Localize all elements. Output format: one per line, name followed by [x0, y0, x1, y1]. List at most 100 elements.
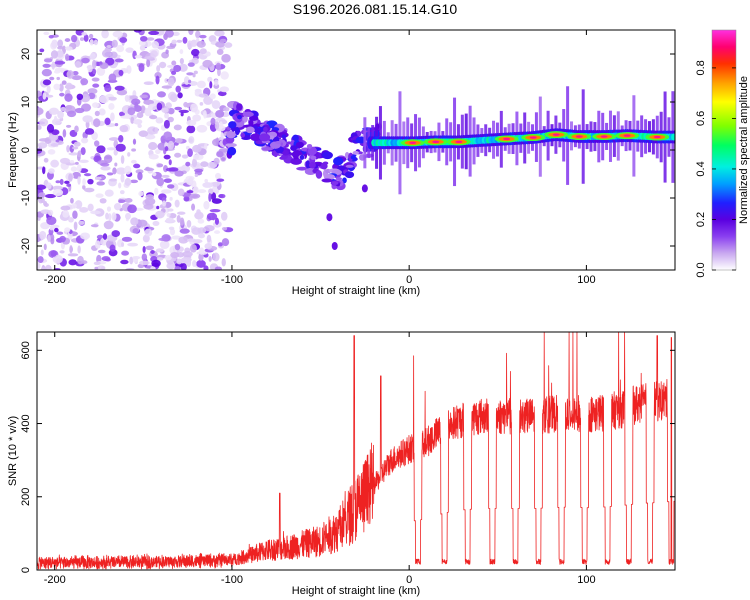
noise-cell [59, 250, 65, 254]
noise-cell [186, 220, 192, 228]
noise-cell [62, 210, 70, 218]
ridge-cell [234, 126, 240, 136]
noise-cell [111, 39, 118, 48]
noise-cell [219, 121, 223, 130]
noise-cell [53, 70, 61, 74]
noise-cell [66, 183, 72, 187]
noise-cell [54, 227, 59, 233]
ridge-cell [286, 141, 292, 145]
noise-cell [167, 184, 175, 189]
noise-cell [138, 191, 144, 197]
noise-cell [140, 105, 146, 114]
noise-cell [69, 144, 75, 153]
noise-cell [137, 219, 148, 227]
ridge-cell [344, 171, 355, 179]
spectrogram-x-tick-label: 100 [577, 274, 595, 286]
noise-cell [55, 180, 61, 184]
noise-cell [89, 52, 96, 60]
noise-cell [51, 39, 58, 49]
noise-cell [96, 145, 106, 154]
noise-cell [176, 214, 181, 223]
noise-cell [167, 140, 174, 150]
noise-cell [93, 39, 99, 46]
noise-cell [66, 110, 77, 118]
ridge-cell [310, 155, 317, 160]
noise-cell [112, 30, 124, 38]
noise-cell [188, 30, 194, 36]
noise-cell [200, 161, 209, 168]
noise-cell [39, 230, 47, 240]
noise-cell [224, 42, 233, 48]
noise-cell [185, 161, 191, 167]
noise-cell [82, 178, 86, 186]
noise-cell [96, 181, 105, 186]
noise-cell [43, 243, 47, 251]
noise-cell [221, 157, 226, 161]
noise-cell [45, 94, 54, 98]
noise-cell [130, 217, 139, 226]
noise-cell [176, 258, 183, 265]
noise-cell [52, 189, 64, 197]
noise-cell [216, 151, 224, 158]
ridge-cell [245, 126, 255, 134]
noise-cell [64, 227, 71, 233]
noise-cell [106, 147, 116, 151]
noise-cell [186, 258, 192, 268]
noise-cell [197, 227, 207, 234]
noise-cell [73, 221, 78, 231]
noise-cell [57, 110, 64, 119]
ridge-cell [263, 126, 268, 133]
noise-cell [150, 50, 158, 58]
colorbar-gradient [712, 30, 736, 270]
noise-cell [155, 210, 165, 219]
noise-cell [83, 34, 89, 42]
noise-cell [119, 37, 128, 43]
tone-segment-peak [600, 135, 608, 138]
noise-cell [92, 83, 100, 88]
noise-cell [106, 96, 117, 101]
noise-cell [101, 49, 112, 58]
colorbar-tick-label: 0.8 [695, 60, 707, 75]
ridge-cell [236, 103, 243, 111]
noise-cell [101, 256, 111, 262]
noise-cell [173, 64, 182, 73]
noise-cell [178, 63, 188, 72]
ridge-cell [226, 130, 236, 139]
ridge-cell [248, 119, 254, 126]
noise-cell [171, 39, 177, 45]
stray-cell [361, 184, 368, 193]
noise-cell [50, 159, 60, 168]
noise-cell [48, 107, 60, 115]
noise-cell [82, 184, 86, 190]
noise-cell [81, 137, 89, 144]
noise-cell [167, 107, 175, 115]
noise-cell [209, 209, 221, 213]
noise-cell [119, 125, 129, 133]
ridge-cell [305, 160, 311, 169]
ridge-cell [248, 115, 259, 121]
noise-cell [209, 93, 216, 100]
noise-cell [204, 243, 213, 250]
noise-cell [217, 91, 227, 97]
ridge-cell [296, 166, 309, 171]
noise-cell [96, 67, 106, 76]
ridge-cell [333, 156, 344, 166]
noise-cell [49, 227, 54, 231]
noise-cell [149, 114, 158, 120]
noise-cell [49, 76, 55, 81]
ridge-cell [281, 154, 288, 160]
spectrogram-x-tick-label: -200 [44, 274, 66, 286]
noise-cell [37, 184, 47, 190]
noise-cell [77, 150, 82, 157]
noise-cell [221, 227, 228, 231]
noise-cell [108, 213, 112, 222]
noise-cell [71, 202, 77, 209]
noise-cell [195, 30, 201, 39]
noise-cell [192, 239, 203, 244]
noise-cell [181, 83, 192, 87]
tone-segment-peak [432, 140, 440, 144]
noise-cell [103, 220, 114, 230]
noise-cell [192, 144, 202, 153]
noise-cell [214, 30, 225, 37]
